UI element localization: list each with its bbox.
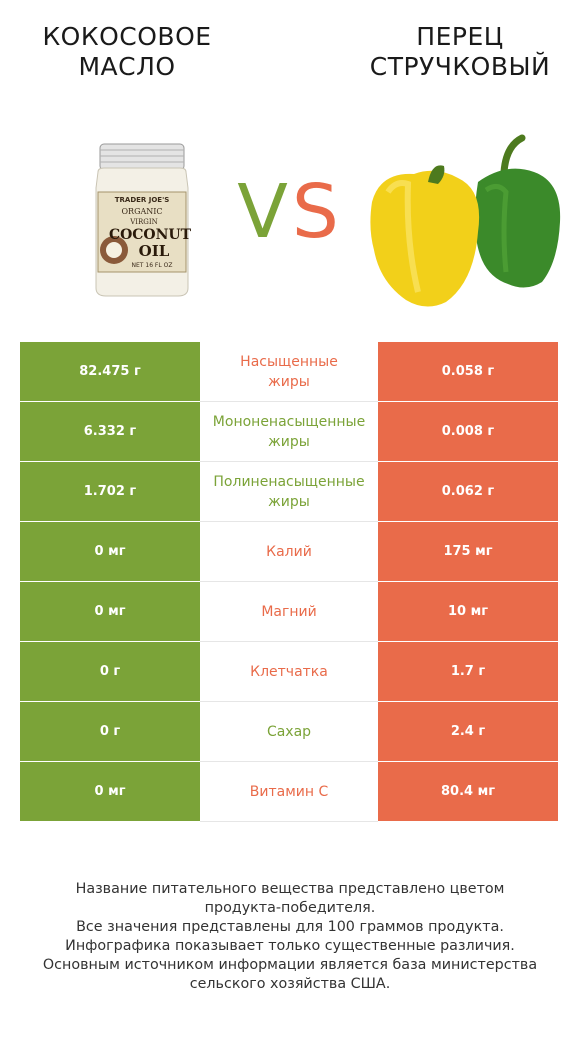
footer-line: Инфографика показывает только существенн…	[65, 938, 515, 954]
left-value: 0 мг	[20, 582, 200, 642]
nutrient-label: Насыщенные жиры	[200, 342, 378, 402]
right-value: 0.062 г	[378, 462, 558, 522]
footer-line: Все значения представлены для 100 граммо…	[76, 919, 504, 935]
jar-label-coconut: COCONUT	[109, 227, 192, 243]
jar-label-organic: ORGANIC	[121, 207, 162, 216]
nutrient-label-line1: Калий	[266, 543, 312, 560]
comparison-table: 82.475 г Насыщенные жиры 0.058 г 6.332 г …	[20, 342, 558, 822]
left-title-line2: МАСЛО	[78, 52, 176, 81]
jar-label-virgin: VIRGIN	[129, 218, 158, 226]
nutrient-label-line2: жиры	[268, 493, 310, 510]
right-value: 10 мг	[378, 582, 558, 642]
right-value: 0.008 г	[378, 402, 558, 462]
table-row: 82.475 г Насыщенные жиры 0.058 г	[20, 342, 558, 402]
nutrient-label-line2: жиры	[268, 373, 310, 390]
nutrient-label: Мононенасыщенные жиры	[200, 402, 378, 462]
nutrient-label-line1: Насыщенные	[240, 353, 338, 370]
nutrient-label: Калий	[200, 522, 378, 582]
coconut-oil-jar-image: TRADER JOE'S ORGANIC VIRGIN COCONUT OIL …	[95, 143, 192, 297]
left-product-title: КОКОСОВОЕ МАСЛО	[12, 22, 242, 82]
jar-label-brand: TRADER JOE'S	[115, 196, 170, 204]
left-value: 1.702 г	[20, 462, 200, 522]
footer-notes: Название питательного вещества представл…	[0, 880, 580, 994]
left-value: 0 мг	[20, 522, 200, 582]
jar-label-net: NET 16 FL OZ	[132, 262, 173, 269]
nutrient-label: Полиненасыщенные жиры	[200, 462, 378, 522]
right-title-line2: СТРУЧКОВЫЙ	[369, 52, 551, 81]
nutrient-label-line1: Сахар	[266, 723, 312, 740]
jar-label-oil: OIL	[139, 242, 170, 260]
nutrient-label-line1: Мононенасыщенные	[212, 413, 366, 430]
nutrient-label: Витамин С	[200, 762, 378, 822]
right-product-title: ПЕРЕЦ СТРУЧКОВЫЙ	[340, 22, 580, 82]
right-value: 80.4 мг	[378, 762, 558, 822]
footer-line: продукта-победителя.	[204, 900, 376, 916]
versus-label: VS	[222, 162, 358, 262]
right-value: 1.7 г	[378, 642, 558, 702]
left-value: 0 г	[20, 642, 200, 702]
nutrient-label-line2: жиры	[268, 433, 310, 450]
footer-line: Название питательного вещества представл…	[75, 881, 505, 897]
table-row: 0 г Клетчатка 1.7 г	[20, 642, 558, 702]
nutrient-label-line1: Магний	[261, 603, 317, 620]
footer-line: сельского хозяйства США.	[189, 976, 391, 992]
nutrient-label-line1: Полиненасыщенные	[213, 473, 365, 490]
left-value: 6.332 г	[20, 402, 200, 462]
right-value: 175 мг	[378, 522, 558, 582]
left-value: 82.475 г	[20, 342, 200, 402]
vs-letter-s: S	[291, 169, 343, 255]
nutrient-label: Сахар	[200, 702, 378, 762]
table-row: 0 мг Магний 10 мг	[20, 582, 558, 642]
bell-peppers-image	[370, 134, 561, 307]
left-value: 0 г	[20, 702, 200, 762]
nutrient-label: Магний	[200, 582, 378, 642]
right-value: 0.058 г	[378, 342, 558, 402]
left-title-line1: КОКОСОВОЕ	[42, 22, 212, 51]
footer-line: Основным источником информации является …	[42, 957, 538, 973]
table-row: 0 мг Витамин С 80.4 мг	[20, 762, 558, 822]
nutrient-label: Клетчатка	[200, 642, 378, 702]
table-row: 6.332 г Мононенасыщенные жиры 0.008 г	[20, 402, 558, 462]
nutrient-label-line1: Клетчатка	[250, 663, 328, 680]
vs-letter-v: V	[237, 169, 292, 255]
right-value: 2.4 г	[378, 702, 558, 762]
right-title-line1: ПЕРЕЦ	[416, 22, 504, 51]
left-value: 0 мг	[20, 762, 200, 822]
table-row: 0 мг Калий 175 мг	[20, 522, 558, 582]
nutrient-label-line1: Витамин С	[249, 783, 329, 800]
table-row: 0 г Сахар 2.4 г	[20, 702, 558, 762]
table-row: 1.702 г Полиненасыщенные жиры 0.062 г	[20, 462, 558, 522]
